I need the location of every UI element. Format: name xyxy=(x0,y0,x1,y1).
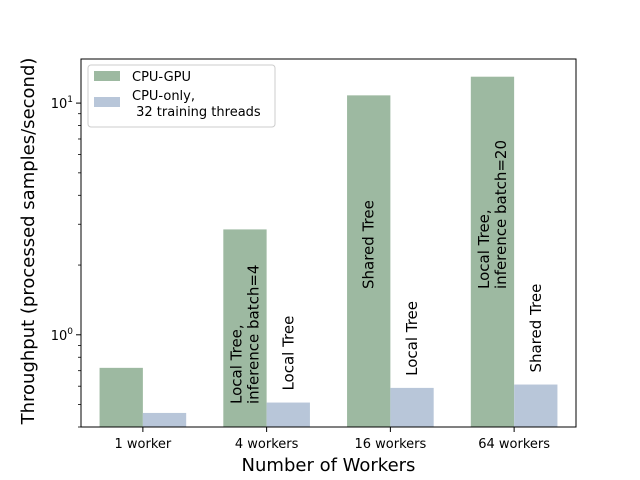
bar-annotation-line: Shared Tree xyxy=(360,200,378,289)
x-axis-label: Number of Workers xyxy=(242,455,416,476)
legend: CPU-GPU CPU-only, 32 training threads xyxy=(87,64,276,128)
bar-annotation-line: Shared Tree xyxy=(527,284,545,373)
bar-annotation-5: Shared Tree xyxy=(527,284,545,373)
bar-annotation-2: Shared Tree xyxy=(360,200,378,289)
bar-cpu-only-3 xyxy=(514,384,558,427)
x-tick-label: 64 workers xyxy=(478,437,550,452)
bar-cpu-only-2 xyxy=(390,387,434,427)
bar-cpu-gpu-3 xyxy=(470,76,515,427)
bar-annotation-line: Local Tree xyxy=(403,301,421,376)
bar-cpu-gpu-1 xyxy=(223,229,267,427)
y-axis: 100 101 xyxy=(51,95,81,428)
bar-annotation-0: Local Tree, inference batch=4 xyxy=(227,265,262,404)
y-tick-label: 100 xyxy=(51,327,74,344)
bars-layer xyxy=(99,76,558,427)
bar-annotation-line: Local Tree, xyxy=(475,209,493,289)
y-axis-label: Throughput (processed samples/second) xyxy=(18,58,39,426)
x-tick-label: 4 workers xyxy=(235,437,299,452)
bar-annotation-1: Local Tree xyxy=(279,316,297,391)
x-tick-label: 16 workers xyxy=(354,437,426,452)
bar-annotation-line: inference batch=20 xyxy=(492,140,510,289)
bar-cpu-gpu-0 xyxy=(99,367,143,427)
bar-cpu-gpu-2 xyxy=(347,95,391,427)
bar-cpu-only-0 xyxy=(142,412,187,427)
x-axis: 1 worker 4 workers 16 workers 64 workers xyxy=(115,427,550,452)
legend-box xyxy=(87,64,276,128)
legend-swatch xyxy=(94,97,120,107)
legend-label: 32 training threads xyxy=(132,105,261,120)
plot-frame xyxy=(80,58,577,428)
x-tick-label: 1 worker xyxy=(115,437,172,452)
bar-annotation-line: Local Tree, xyxy=(227,324,245,404)
bar-annotation-line: inference batch=4 xyxy=(244,265,262,404)
annotations-layer: Local Tree, inference batch=4 Local TreeSh… xyxy=(227,140,544,404)
bar-annotation-4: Local Tree, inference batch=20 xyxy=(475,140,510,289)
legend-label: CPU-only, xyxy=(132,89,195,104)
legend-swatch xyxy=(94,71,120,81)
bar-annotation-3: Local Tree xyxy=(403,301,421,376)
bar-cpu-only-1 xyxy=(266,402,310,427)
legend-label: CPU-GPU xyxy=(132,70,191,85)
bar-annotation-line: Local Tree xyxy=(279,316,297,391)
y-tick-label: 101 xyxy=(51,95,73,112)
